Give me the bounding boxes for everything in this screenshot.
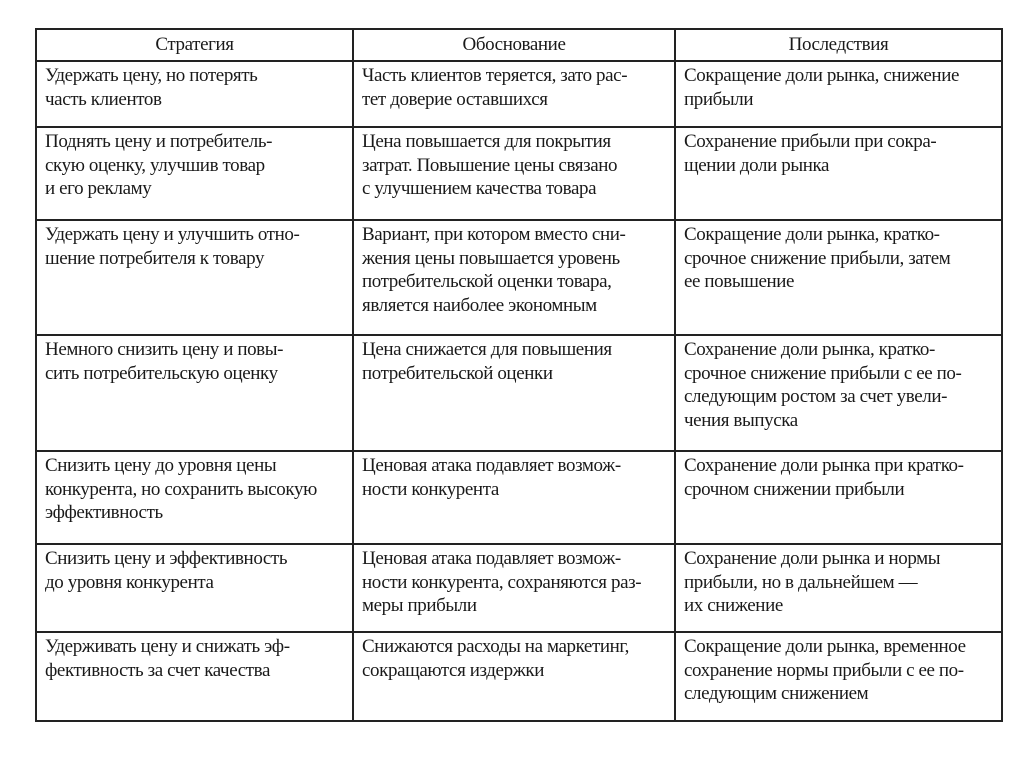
cell-line: шение потребителя к товару	[45, 247, 265, 269]
cell-line: срочное снижение прибыли с ее по-	[684, 362, 962, 384]
cell-strategy: Удержать цену, но потерять часть клиентов	[35, 60, 354, 128]
cell-line: Цена повышается для покрытия	[362, 131, 611, 152]
cell-consequences: Сохранение доли рынка при кратко-срочном…	[674, 450, 1003, 545]
cell-line: срочном снижении прибыли	[684, 478, 905, 500]
cell-consequences: Сохранение доли рынка и нормы прибыли, но…	[674, 543, 1003, 633]
cell-line: ности конкурента	[362, 478, 499, 500]
cell-line: является наиболее экономным	[362, 294, 597, 316]
cell-rationale: Снижаются расходы на маркетинг, сокращают…	[352, 631, 676, 722]
strategy-table: Стратегия Обоснование Последствия Удержа…	[35, 28, 1003, 722]
cell-line: ее повышение	[684, 271, 795, 292]
cell-line: Сохранение доли рынка при кратко-	[684, 455, 964, 476]
cell-line: Немного снизить цену и повы-	[45, 339, 284, 360]
cell-strategy: Поднять цену и потребитель-скую оценку, …	[35, 126, 354, 221]
table-row: Удержать цену и улучшить отно-шение потр…	[35, 219, 1003, 336]
cell-strategy: Удерживать цену и снижать эф-фективность…	[35, 631, 354, 722]
cell-rationale: Цена повышается для покрытия затрат. Повы…	[352, 126, 676, 221]
cell-line: Поднять цену и потребитель-	[45, 131, 273, 152]
cell-line: Удерживать цену и снижать эф-	[45, 636, 290, 657]
cell-line: Снижаются расходы на маркетинг,	[362, 636, 630, 657]
cell-line: часть клиентов	[45, 88, 162, 110]
table-row: Снизить цену до уровня цены конкурента, н…	[35, 450, 1003, 545]
cell-rationale: Цена снижается для повышения потребительс…	[352, 334, 676, 452]
table-row: Снизить цену и эффективность до уровня ко…	[35, 543, 1003, 633]
table-row: Удерживать цену и снижать эф-фективность…	[35, 631, 1003, 722]
cell-line: эффективность	[45, 502, 163, 523]
cell-rationale: Вариант, при котором вместо сни-жения це…	[352, 219, 676, 336]
header-strategy: Стратегия	[35, 28, 354, 62]
cell-strategy: Немного снизить цену и повы-сить потреби…	[35, 334, 354, 452]
cell-line: потребительской оценки	[362, 362, 553, 384]
cell-rationale: Ценовая атака подавляет возмож-ности кон…	[352, 543, 676, 633]
cell-line: прибыли	[684, 88, 754, 110]
header-row: Стратегия Обоснование Последствия	[35, 28, 1003, 62]
cell-rationale: Часть клиентов теряется, зато рас-тет до…	[352, 60, 676, 128]
cell-strategy: Снизить цену до уровня цены конкурента, н…	[35, 450, 354, 545]
table-row: Удержать цену, но потерять часть клиентов…	[35, 60, 1003, 128]
table-row: Поднять цену и потребитель-скую оценку, …	[35, 126, 1003, 221]
cell-line: тет доверие оставшихся	[362, 88, 548, 110]
cell-line: Сокращение доли рынка, временное	[684, 636, 966, 657]
cell-line: срочное снижение прибыли, затем	[684, 247, 951, 269]
cell-line: Сокращение доли рынка, снижение	[684, 65, 959, 86]
cell-line: Ценовая атака подавляет возмож-	[362, 455, 621, 476]
cell-consequences: Сокращение доли рынка, снижение прибыли	[674, 60, 1003, 128]
cell-line: Удержать цену, но потерять	[45, 65, 258, 86]
cell-line: до уровня конкурента	[45, 571, 214, 593]
cell-line: Снизить цену и эффективность	[45, 548, 288, 569]
cell-line: Удержать цену и улучшить отно-	[45, 224, 300, 245]
cell-consequences: Сокращение доли рынка, временное сохранен…	[674, 631, 1003, 722]
cell-line: сить потребительскую оценку	[45, 362, 278, 384]
header-rationale: Обоснование	[352, 28, 676, 62]
cell-line: прибыли, но в дальнейшем —	[684, 571, 918, 593]
cell-rationale: Ценовая атака подавляет возмож-ности кон…	[352, 450, 676, 545]
cell-line: ности конкурента, сохраняются раз-	[362, 571, 642, 593]
cell-line: их снижение	[684, 595, 783, 616]
cell-line: щении доли рынка	[684, 154, 830, 176]
cell-line: фективность за счет качества	[45, 659, 271, 681]
cell-consequences: Сохранение доли рынка, кратко-срочное сн…	[674, 334, 1003, 452]
cell-strategy: Удержать цену и улучшить отно-шение потр…	[35, 219, 354, 336]
cell-line: меры прибыли	[362, 595, 477, 616]
cell-consequences: Сокращение доли рынка, кратко-срочное сн…	[674, 219, 1003, 336]
cell-line: следующим ростом за счет увели-	[684, 386, 948, 407]
cell-line: сокращаются издержки	[362, 659, 545, 681]
cell-line: конкурента, но сохранить высокую	[45, 478, 317, 500]
cell-line: Сохранение доли рынка, кратко-	[684, 339, 935, 360]
cell-line: Сохранение прибыли при сокра-	[684, 131, 937, 152]
cell-line: с улучшением качества товара	[362, 178, 597, 199]
table-row: Немного снизить цену и повы-сить потреби…	[35, 334, 1003, 452]
cell-line: сохранение нормы прибыли с ее по-	[684, 659, 964, 681]
cell-line: следующим снижением	[684, 683, 869, 704]
cell-line: Вариант, при котором вместо сни-	[362, 224, 626, 245]
cell-line: и его рекламу	[45, 178, 152, 199]
cell-line: затрат. Повышение цены связано	[362, 154, 618, 176]
cell-consequences: Сохранение прибыли при сокра-щении доли …	[674, 126, 1003, 221]
cell-line: жения цены повышается уровень	[362, 247, 620, 269]
cell-line: Сокращение доли рынка, кратко-	[684, 224, 940, 245]
cell-line: Часть клиентов теряется, зато рас-	[362, 65, 628, 86]
cell-line: Ценовая атака подавляет возмож-	[362, 548, 621, 569]
cell-line: Сохранение доли рынка и нормы	[684, 548, 941, 569]
cell-line: Цена снижается для повышения	[362, 339, 612, 360]
cell-line: потребительской оценки товара,	[362, 271, 612, 292]
cell-strategy: Снизить цену и эффективность до уровня ко…	[35, 543, 354, 633]
cell-line: Снизить цену до уровня цены	[45, 455, 277, 476]
cell-line: скую оценку, улучшив товар	[45, 154, 265, 176]
cell-line: чения выпуска	[684, 409, 798, 431]
header-consequences: Последствия	[674, 28, 1003, 62]
